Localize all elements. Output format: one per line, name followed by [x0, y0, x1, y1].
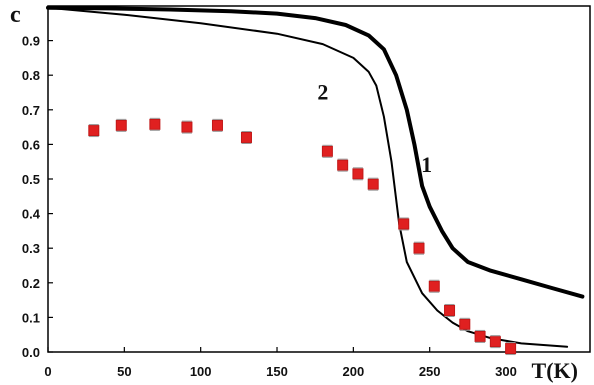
x-tick-label: 300 — [495, 364, 517, 379]
data-point-marker — [413, 242, 425, 254]
data-point-marker — [505, 343, 517, 355]
data-point-marker — [459, 318, 471, 330]
y-tick-label: 0.5 — [22, 172, 40, 187]
data-point-marker — [337, 159, 349, 171]
curve-label-2: 2 — [317, 79, 328, 104]
y-tick-label: 0.2 — [22, 276, 40, 291]
data-point-marker — [367, 178, 379, 190]
data-point-marker — [428, 280, 440, 292]
y-tick-label: 0.9 — [22, 34, 40, 49]
x-tick-label: 100 — [190, 364, 212, 379]
y-tick-label: 0.8 — [22, 68, 40, 83]
data-point-marker — [115, 119, 127, 131]
x-tick-label: 50 — [117, 364, 131, 379]
y-tick-label: 0.6 — [22, 137, 40, 152]
series-line-2 — [47, 6, 569, 348]
series-line-1 — [46, 5, 585, 299]
data-point-marker — [398, 218, 410, 230]
plot-border — [47, 5, 591, 353]
data-point-marker — [149, 118, 161, 130]
x-tick-label: 150 — [266, 364, 288, 379]
axis-ticks: 0 50 100 150 200 250 300 0.0 0.1 0.2 0.3 0.4 0.5 0.6 0… — [22, 34, 517, 379]
plot-frame — [47, 5, 591, 353]
x-axis-label: T(K) — [532, 358, 578, 383]
data-point-marker — [489, 336, 501, 348]
data-point-marker — [444, 304, 456, 316]
data-point-marker — [474, 330, 486, 342]
curve-label-1: 1 — [421, 152, 432, 177]
data-point-marker — [321, 145, 333, 157]
y-tick-label: 0.3 — [22, 241, 40, 256]
data-point-marker — [88, 125, 100, 137]
x-tick-label: 0 — [44, 364, 51, 379]
y-tick-label: 0.7 — [22, 103, 40, 118]
data-point-marker — [240, 131, 252, 143]
x-tick-label: 250 — [419, 364, 441, 379]
series-group — [46, 5, 585, 356]
y-tick-label: 0.4 — [22, 207, 41, 222]
data-point-marker — [181, 121, 193, 133]
x-tick-label: 200 — [343, 364, 365, 379]
y-tick-label: 0.1 — [22, 310, 40, 325]
data-point-marker — [211, 119, 223, 131]
y-tick-label: 0.0 — [22, 345, 40, 360]
y-axis-label: c — [10, 2, 21, 28]
labels-group: 12 — [317, 79, 432, 177]
data-point-marker — [352, 168, 364, 180]
